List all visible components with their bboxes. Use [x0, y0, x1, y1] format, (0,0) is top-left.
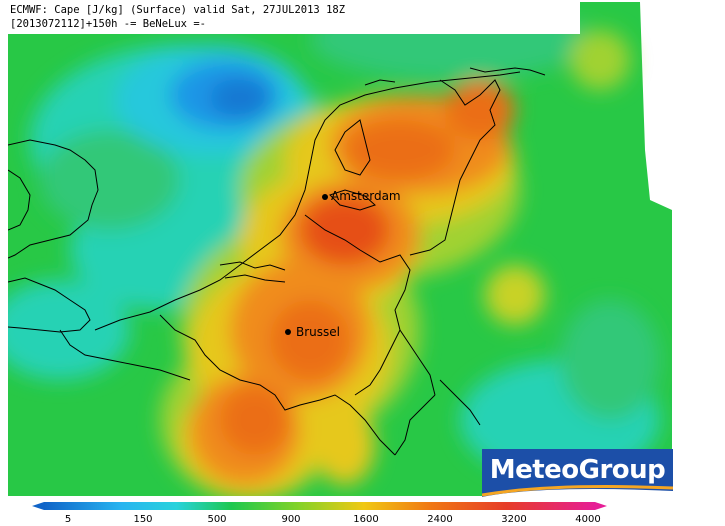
- colorbar-tick-label: 3200: [501, 514, 527, 525]
- colorbar-tick-label: 500: [207, 514, 227, 525]
- title-box: ECMWF: Cape [J/kg] (Surface) valid Sat, …: [6, 2, 580, 34]
- meteogroup-logo: MeteoGroup: [482, 449, 673, 497]
- title-line-1: ECMWF: Cape [J/kg] (Surface) valid Sat, …: [10, 4, 346, 16]
- title-line-2: [2013072112]+150h -= BeNeLux =-: [10, 18, 206, 30]
- colorbar-labels: 5 150 500 900 1600 2400 3200 4000: [0, 498, 725, 526]
- colorbar-tick-label: 5: [64, 514, 72, 525]
- city-label-amsterdam: Amsterdam: [331, 189, 401, 203]
- city-label-brussel: Brussel: [296, 325, 340, 339]
- logo-text: MeteoGroup: [489, 455, 666, 485]
- colorbar-tick-label: 900: [281, 514, 301, 525]
- brussel-marker: [285, 329, 291, 335]
- colorbar-tick-label: 150: [133, 514, 153, 525]
- map-right-margin: [640, 2, 672, 496]
- colorbar-tick-label: 4000: [575, 514, 601, 525]
- colorbar-tick-label: 2400: [427, 514, 453, 525]
- logo-swoosh-icon: [482, 485, 673, 497]
- cape-shading: [8, 2, 660, 496]
- colorbar: [32, 502, 607, 510]
- coastlines-borders: [8, 67, 546, 456]
- amsterdam-marker: [322, 194, 328, 200]
- colorbar-tick-label: 1600: [353, 514, 379, 525]
- cape-field: [8, 2, 672, 496]
